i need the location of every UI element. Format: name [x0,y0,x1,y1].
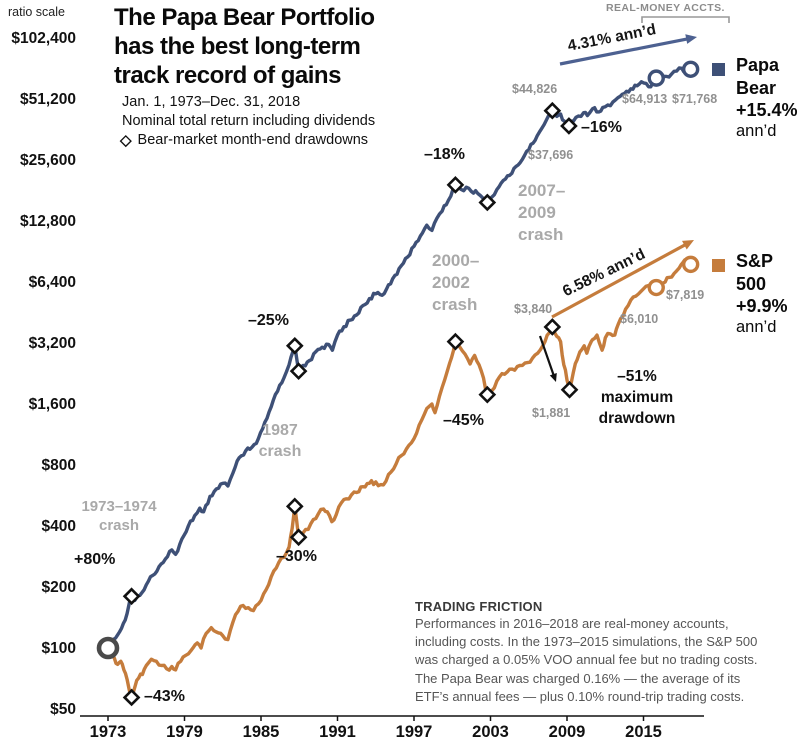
x-axis-label: 2009 [549,723,586,741]
trading-friction-body: Performances in 2016–2018 are real-money… [415,616,758,704]
sp-drawdown-43-label: –43% [144,688,185,705]
papa-bear-legend-annd: ann’d [736,122,777,140]
trading-friction-heading: TRADING FRICTION [415,599,543,614]
drawdown-diamond-marker [289,528,308,547]
y-axis-label: $51,200 [20,91,76,108]
y-axis-label: $102,400 [11,30,76,47]
papa-bear-legend-label: Papa Bear +15.4% [736,55,798,120]
sp-trend-arrow-icon-head-icon [682,240,694,250]
papa-2016-value-label: $64,913 [622,92,668,106]
diamond-marker-icon: ◇ [120,132,132,149]
real-money-circle-marker [647,69,665,87]
sp500-legend-label: S&P 500 +9.9% [736,251,788,316]
max-drawdown-pointer-arrow-icon [538,335,556,378]
y-axis-label: $100 [42,640,76,657]
papa-drawdown-25-label: –25% [248,312,289,329]
sp-final-value-label: $7,819 [666,288,705,302]
drawdown-diamond-marker [543,101,562,120]
real-money-circle-marker [647,278,665,297]
drawdown-diamond-marker [446,332,465,351]
x-axis-label: 2015 [625,723,662,741]
x-axis-label: 1973 [90,723,127,741]
drawdown-diamond-marker [446,176,465,194]
crash-1987-label: 1987 crash [258,422,302,460]
papa-bear-line [106,66,693,650]
crash-1973-1974-label: 1973–1974 crash [81,498,157,534]
drawdown-legend-label: Bear-market month-end drawdowns [137,132,369,148]
drawdown-diamond-marker [289,362,308,380]
real-money-circle-marker [681,255,700,274]
sp-trend-arrow-icon [551,242,689,319]
papa-trend-arrow-icon [559,36,691,66]
drawdown-legend-row: ◇ Bear-market month-end drawdowns [120,131,368,149]
sp-2007-peak-value-label: $3,840 [514,302,553,316]
drawdown-diamond-marker [285,497,304,516]
x-axis-label: 1985 [243,723,280,741]
subtitle-return: Nominal total return including dividends [122,113,376,129]
drawdown-diamond-marker [122,688,141,707]
sp-2009-trough-value-label: $1,881 [532,406,571,420]
subtitle-period: Jan. 1, 1973–Dec. 31, 2018 [122,94,301,110]
y-axis-label: $3,200 [29,335,76,352]
drawdown-diamond-marker [560,380,579,399]
drawdown-diamond-marker [560,117,578,135]
chart-title: The Papa Bear Portfolio has the best lon… [114,4,375,89]
sp500-legend-annd: ann’d [736,318,777,336]
sp-drawdown-30-label: –30% [276,548,317,565]
sp-max-drawdown-label: –51% maximum drawdown [598,368,676,427]
max-drawdown-pointer-arrow-icon-head-icon [549,373,557,382]
crash-2007-2009-label: 2007– 2009 crash [518,181,566,244]
x-axis-label: 1997 [396,723,433,741]
papa-trend-arrow-icon-head-icon [685,34,697,44]
real-money-accounts-label: REAL-MONEY ACCTS. [606,2,725,14]
y-axis-label: $12,800 [20,213,76,230]
sp-drawdown-45-label: –45% [443,412,484,429]
start-value-circle-marker [96,636,120,660]
y-axis-label: $25,600 [20,152,76,169]
drawdown-diamond-marker [478,385,497,404]
papa-gain-80-label: +80% [74,551,116,568]
drawdown-diamond-marker [543,318,562,336]
papa-trough-value-label: $37,696 [528,148,574,162]
drawdown-diamond-marker [478,193,497,212]
x-axis-label: 2003 [472,723,509,741]
x-axis-label: 1979 [166,723,203,741]
y-axis-label: $50 [50,701,76,718]
drawdown-diamond-marker [122,587,141,606]
y-axis-label: $200 [42,579,76,596]
y-axis-label: $6,400 [29,274,76,291]
y-axis-label: $1,600 [29,396,76,413]
papa-bear-legend-swatch [712,63,725,76]
papa-drawdown-18-label: –18% [424,146,465,163]
drawdown-diamond-marker [285,336,304,355]
y-axis-label: $400 [42,518,76,535]
sp500-line [106,257,693,700]
crash-2000-2002-label: 2000– 2002 crash [432,251,480,314]
sp-2016-value-label: $6,010 [620,312,659,326]
papa-final-value-label: $71,768 [672,92,718,106]
y-axis-label: $800 [42,457,76,474]
real-money-circle-marker [681,60,700,78]
real-money-bracket [641,16,730,23]
y-axis-title: ratio scale [8,5,65,19]
papa-peak-value-label: $44,826 [512,82,558,96]
sp500-legend-swatch [712,259,725,272]
papa-drawdown-16-label: –16% [581,119,622,136]
x-axis-label: 1991 [319,723,356,741]
